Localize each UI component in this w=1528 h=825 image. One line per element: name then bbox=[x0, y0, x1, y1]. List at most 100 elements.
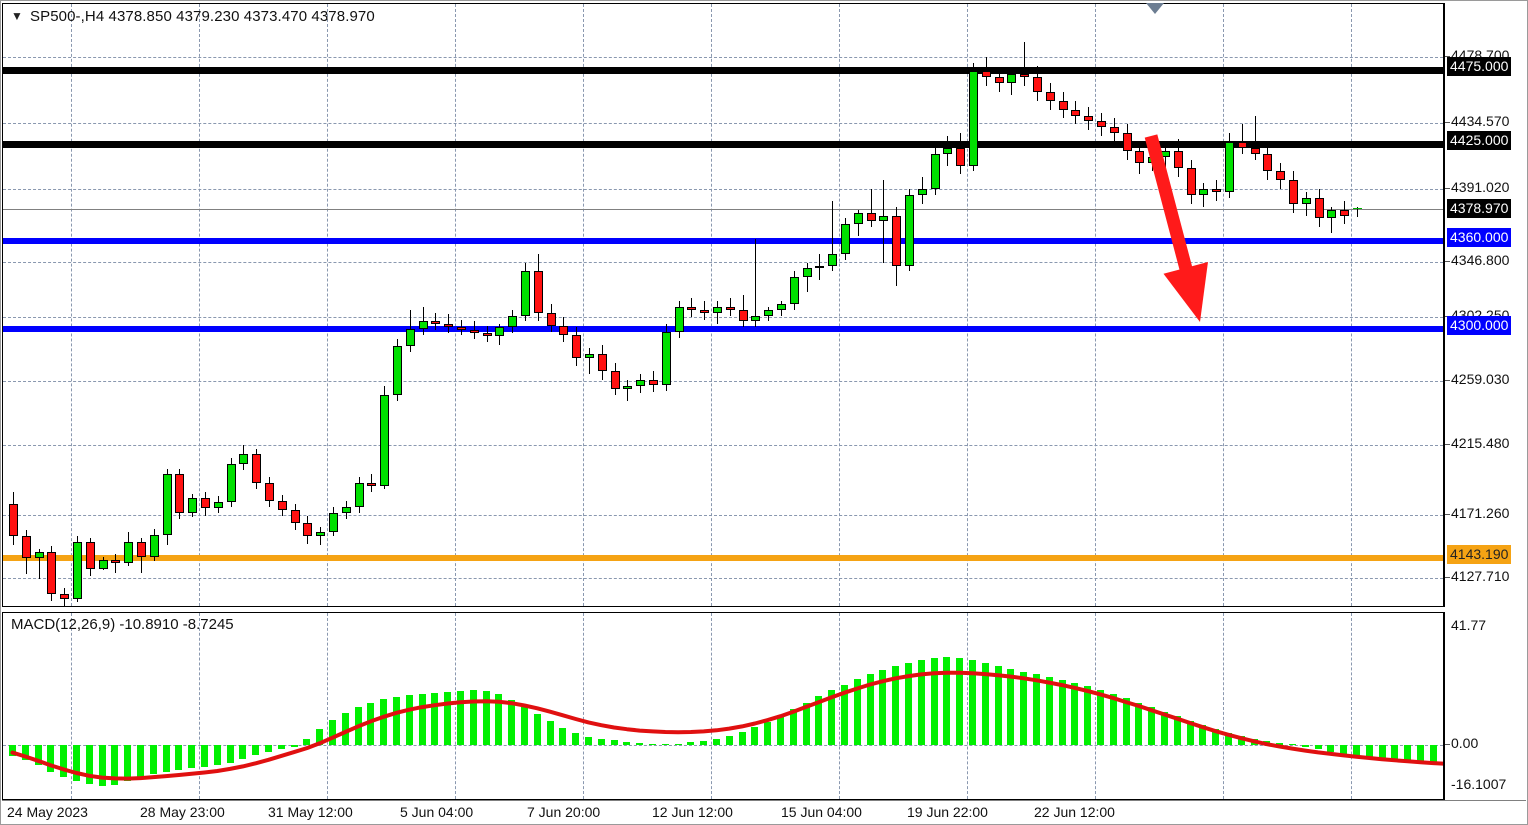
candle-wick bbox=[871, 189, 872, 228]
candle-body-bearish bbox=[444, 324, 453, 328]
macd-histogram-bar bbox=[956, 658, 963, 745]
price-level-tag[interactable]: 4425.000 bbox=[1447, 131, 1512, 150]
macd-histogram-bar bbox=[9, 745, 16, 756]
macd-histogram-bar bbox=[636, 743, 643, 745]
candle-body-bearish bbox=[982, 71, 991, 78]
macd-histogram-bar bbox=[86, 745, 93, 784]
chart-header-text: SP500-,H4 4378.850 4379.230 4373.470 437… bbox=[29, 8, 375, 25]
support-4300[interactable] bbox=[3, 326, 1443, 332]
candle-body-bullish bbox=[73, 542, 82, 600]
gridline-vertical bbox=[327, 4, 328, 606]
macd-histogram-bar bbox=[1110, 693, 1117, 745]
price-level-tag[interactable]: 4143.190 bbox=[1447, 545, 1512, 564]
time-axis-label: 28 May 23:00 bbox=[140, 804, 225, 820]
candle-body-bearish bbox=[995, 77, 1004, 84]
candle-body-bearish bbox=[611, 371, 620, 390]
candle-body-bullish bbox=[342, 506, 351, 513]
candle-wick bbox=[627, 380, 628, 401]
candle-body-bearish bbox=[739, 309, 748, 322]
macd-histogram-bar bbox=[751, 727, 758, 745]
price-level-tag[interactable]: 4475.000 bbox=[1447, 57, 1512, 76]
time-marker-icon[interactable] bbox=[1146, 3, 1164, 14]
candle-body-bearish bbox=[559, 325, 568, 335]
price-axis-label: 4434.570 bbox=[1451, 113, 1510, 129]
triangle-down-icon[interactable]: ▼ bbox=[11, 9, 23, 23]
support-4360[interactable] bbox=[3, 238, 1443, 244]
candle-body-bearish bbox=[547, 312, 556, 326]
macd-histogram-bar bbox=[905, 662, 912, 745]
candle-body-bullish bbox=[918, 189, 927, 195]
macd-histogram-bar bbox=[1315, 745, 1322, 750]
bearish-projection-arrow[interactable] bbox=[3, 4, 1443, 606]
price-level-tag[interactable]: 4360.000 bbox=[1447, 228, 1512, 247]
macd-histogram-bar bbox=[713, 739, 720, 745]
price-chart-pane[interactable]: ▼ SP500-,H4 4378.850 4379.230 4373.470 43… bbox=[2, 3, 1444, 607]
candle-wick bbox=[448, 314, 449, 334]
macd-histogram-bar bbox=[1430, 745, 1437, 764]
candle-wick bbox=[1357, 206, 1358, 217]
candle-wick bbox=[1242, 124, 1243, 154]
candle-body-bearish bbox=[1059, 100, 1068, 110]
macd-histogram-bar bbox=[393, 696, 400, 745]
macd-histogram-bar bbox=[1199, 725, 1206, 745]
resistance-4475[interactable] bbox=[3, 67, 1443, 74]
candle-body-bearish bbox=[1276, 171, 1285, 181]
macd-histogram-bar bbox=[1289, 744, 1296, 745]
price-level-tag[interactable]: 4300.000 bbox=[1447, 316, 1512, 335]
candle-body-bearish bbox=[1097, 121, 1106, 128]
price-axis-label: 4171.260 bbox=[1451, 505, 1510, 521]
gridline-vertical bbox=[1351, 4, 1352, 606]
macd-histogram-bar bbox=[841, 684, 848, 745]
macd-histogram-bar bbox=[559, 728, 566, 745]
macd-axis: 41.77 0.00 -16.1007 bbox=[1444, 612, 1526, 800]
macd-histogram-bar bbox=[508, 699, 515, 745]
macd-histogram-bar bbox=[1391, 745, 1398, 761]
time-axis[interactable]: 24 May 2023 28 May 23:00 31 May 12:00 5 Jun… bbox=[2, 800, 1526, 824]
macd-histogram-bar bbox=[495, 694, 502, 745]
candle-body-bullish bbox=[828, 253, 837, 266]
macd-histogram-bar bbox=[1059, 680, 1066, 745]
candle-body-bullish bbox=[239, 453, 248, 465]
macd-histogram-bar bbox=[1161, 711, 1168, 745]
pivot-4143[interactable] bbox=[3, 555, 1443, 561]
candle-body-bearish bbox=[598, 353, 607, 372]
macd-histogram-bar bbox=[278, 745, 285, 749]
candle-wick bbox=[1331, 206, 1332, 234]
candle-body-bullish bbox=[751, 315, 760, 322]
gridline-vertical bbox=[711, 613, 712, 799]
macd-histogram-bar bbox=[803, 702, 810, 745]
macd-histogram-bar bbox=[1340, 745, 1347, 754]
gridline-vertical bbox=[199, 4, 200, 606]
macd-histogram-bar bbox=[380, 699, 387, 745]
axis-tick bbox=[1445, 514, 1450, 515]
macd-histogram-bar bbox=[291, 745, 298, 747]
macd-histogram-bar bbox=[1071, 682, 1078, 745]
candle-body-bullish bbox=[905, 194, 914, 266]
time-axis-label: 5 Jun 04:00 bbox=[400, 804, 474, 820]
current-price[interactable] bbox=[3, 209, 1443, 210]
macd-histogram-bar bbox=[1353, 745, 1360, 756]
price-axis[interactable]: 4478.700 4434.570 4391.020 4346.800 4302.250… bbox=[1444, 3, 1526, 607]
candle-body-bullish bbox=[124, 542, 133, 563]
candle-body-bullish bbox=[1302, 197, 1311, 204]
macd-histogram-bar bbox=[687, 742, 694, 745]
candle-wick bbox=[717, 300, 718, 325]
macd-histogram-bar bbox=[137, 745, 144, 779]
resistance-4425[interactable] bbox=[3, 141, 1443, 148]
candle-body-bearish bbox=[86, 542, 95, 569]
candle-body-bearish bbox=[700, 309, 709, 313]
macd-histogram-bar bbox=[1366, 745, 1373, 758]
candle-wick bbox=[39, 549, 40, 579]
candle-body-bullish bbox=[99, 559, 108, 569]
macd-histogram-bar bbox=[521, 706, 528, 745]
candle-body-bullish bbox=[815, 265, 824, 269]
macd-histogram-bar bbox=[1097, 689, 1104, 745]
candle-body-bullish bbox=[495, 327, 504, 337]
macd-histogram-bar bbox=[35, 745, 42, 766]
macd-histogram-bar bbox=[483, 691, 490, 745]
candle-body-bearish bbox=[1174, 150, 1183, 169]
macd-indicator-pane[interactable]: MACD(12,26,9) -10.8910 -8.7245 bbox=[2, 612, 1444, 800]
candle-body-bullish bbox=[585, 353, 594, 359]
price-level-tag[interactable]: 4378.970 bbox=[1447, 199, 1512, 218]
candle-wick bbox=[832, 200, 833, 272]
